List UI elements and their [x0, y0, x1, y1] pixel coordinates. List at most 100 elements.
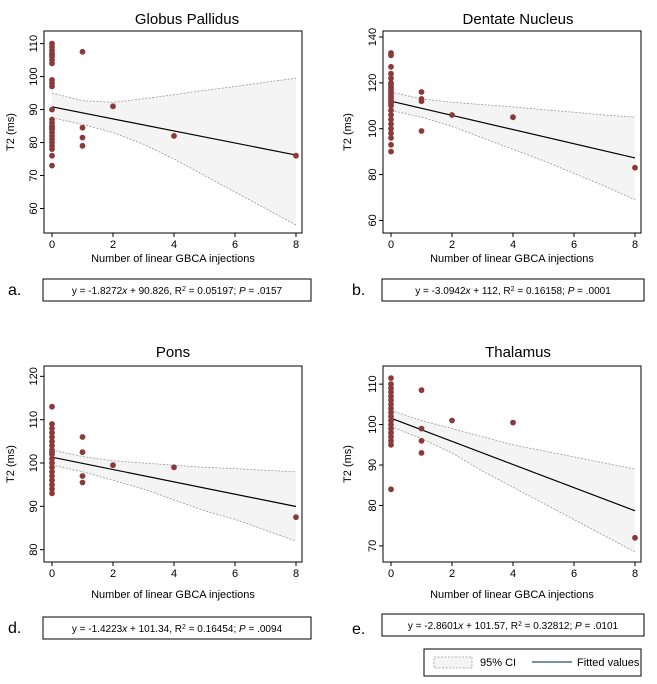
equation-p: P: [575, 621, 582, 632]
data-point: [49, 60, 55, 67]
y-tick-label: 90: [28, 500, 40, 512]
equation-p-val: .0101: [593, 621, 618, 632]
regression-equation: y = -3.0942x + 112, R2 = 0.16158; P = .0…: [415, 286, 611, 298]
data-point: [418, 425, 425, 432]
equation-p: P: [239, 624, 246, 635]
equation-p-val: .0094: [257, 624, 282, 635]
equation-lhs: y =: [408, 621, 424, 632]
ci-band: [52, 78, 296, 225]
data-point: [49, 451, 55, 458]
equation-r2-label: , R: [498, 286, 511, 297]
equation-r2-label: , R: [505, 621, 518, 632]
equation-r2: 0.32812: [533, 621, 570, 632]
equation-box: [381, 613, 645, 637]
data-point: [79, 124, 86, 131]
equation-intercept: 90.826: [139, 286, 170, 297]
data-point: [79, 434, 86, 440]
regression-equation: y = -2.8601x + 101.57, R2 = 0.32812; P =…: [408, 621, 619, 633]
equation-p-eq: =: [246, 624, 257, 635]
legend-ci-label: 95% CI: [480, 657, 516, 669]
equation-r2-eq: =: [186, 286, 197, 297]
y-tick-label: 80: [28, 136, 40, 148]
y-tick-label: 100: [367, 120, 379, 138]
data-point: [49, 477, 55, 484]
equation-x: x: [121, 286, 128, 297]
data-point: [49, 490, 55, 497]
data-point: [388, 441, 394, 448]
panel-pons: 0 2 4 6 8 80 90 100 110 120 Pons Number of linear G…: [5, 344, 312, 640]
ci-lower-line: [390, 426, 636, 553]
data-point: [418, 89, 425, 95]
x-tick-label: 0: [388, 239, 394, 251]
data-point: [49, 464, 55, 471]
data-point: [49, 468, 55, 475]
data-point: [49, 442, 55, 449]
y-axis-label: T2 (ms): [342, 445, 354, 483]
equation-slope: -1.8272: [88, 286, 122, 297]
ci-upper-line: [390, 91, 636, 118]
data-point: [388, 401, 394, 408]
equation-p-val: .0001: [586, 286, 611, 297]
y-tick-label: 60: [28, 202, 40, 214]
y-tick-label: 100: [367, 415, 379, 433]
y-tick-label: 90: [367, 459, 379, 471]
data-point: [388, 405, 394, 412]
equation-lhs: y =: [72, 286, 88, 297]
data-point: [79, 48, 86, 55]
x-tick-label: 6: [232, 568, 238, 580]
equation-p-eq: =: [246, 286, 257, 297]
data-point: [388, 397, 394, 404]
equation-r2-eq: =: [522, 621, 533, 632]
y-tick-label: 70: [367, 540, 379, 552]
data-point: [388, 393, 394, 400]
data-point: [418, 128, 425, 134]
data-point: [388, 381, 394, 387]
x-tick-label: 8: [293, 239, 299, 251]
x-tick-label: 0: [49, 239, 55, 251]
x-axis-label: Number of linear GBCA injections: [430, 589, 594, 601]
equation-p-val: .0157: [257, 286, 282, 297]
equation-p: P: [239, 286, 246, 297]
x-tick-label: 6: [232, 239, 238, 251]
data-point: [388, 385, 394, 392]
y-tick-label: 120: [28, 367, 40, 385]
equation-sup: 2: [182, 624, 186, 631]
equation-x: x: [121, 624, 128, 635]
equation-lhs: y =: [415, 286, 431, 297]
ci-lower-line: [51, 464, 297, 542]
x-tick-label: 2: [449, 568, 455, 580]
chart-title: Globus Pallidus: [135, 11, 239, 28]
data-point: [388, 121, 394, 127]
data-point: [388, 429, 394, 436]
y-tick-label: 60: [367, 214, 379, 226]
chart-title: Thalamus: [485, 344, 551, 361]
y-axis-label: T2 (ms): [5, 445, 17, 483]
x-tick-label: 8: [632, 568, 638, 580]
equation-p: P: [568, 286, 575, 297]
panel-globus-pallidus: 0 2 4 6 8 60 70 80 90 100 110 Globus Pallidus Number…: [5, 11, 312, 302]
ci-band: [391, 92, 635, 200]
data-point: [171, 133, 177, 139]
data-point: [388, 148, 394, 155]
x-tick-label: 0: [388, 568, 394, 580]
y-tick-label: 100: [28, 454, 40, 472]
y-tick-label: 80: [367, 499, 379, 511]
data-point: [388, 70, 394, 77]
data-point: [388, 486, 394, 493]
equation-intercept: 112: [482, 286, 498, 297]
ci-band: [391, 410, 635, 552]
data-point: [49, 425, 55, 432]
data-point: [49, 434, 55, 440]
equation-slope: -1.4223: [88, 624, 122, 635]
equation-op: +: [463, 621, 474, 632]
x-axis-label: Number of linear GBCA injections: [91, 253, 255, 265]
equation-p-eq: =: [574, 286, 585, 297]
data-point: [79, 473, 86, 479]
data-point: [79, 449, 86, 456]
data-point: [632, 164, 638, 171]
y-tick-label: 80: [28, 544, 40, 556]
equation-x: x: [465, 286, 472, 297]
regression-equation: y = -1.8272x + 90.826, R2 = 0.05197; P =…: [72, 286, 283, 298]
ci-lower-line: [51, 117, 297, 226]
